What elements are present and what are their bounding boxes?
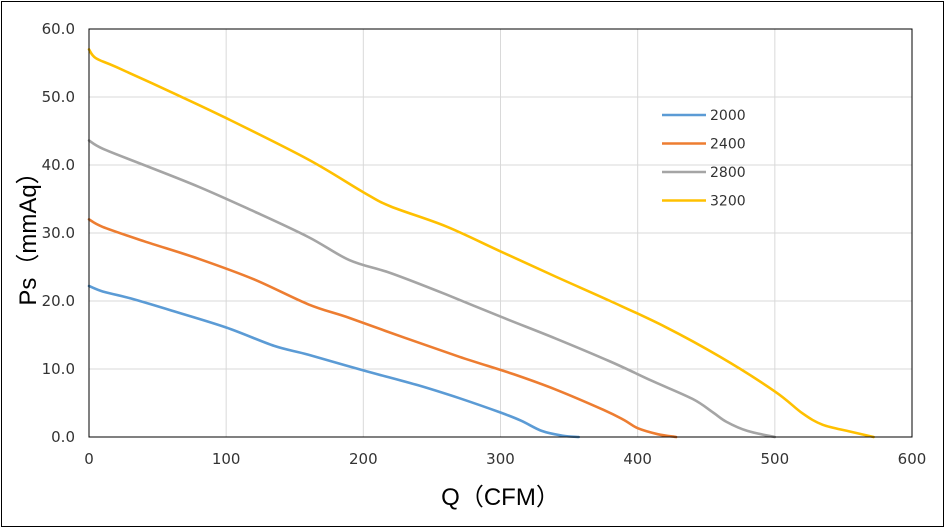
legend-label-2800: 2800 (710, 165, 746, 181)
x-tick-label: 600 (898, 450, 927, 468)
y-tick-label: 60.0 (42, 20, 75, 38)
x-tick-label: 300 (486, 450, 515, 468)
series-lines (87, 48, 875, 439)
y-axis-title: Ps（mmAq） (15, 160, 42, 305)
grid-lines (88, 28, 913, 438)
legend: 2000 2400 2800 3200 (662, 108, 746, 210)
x-tick-labels: 0 100 200 300 400 500 600 (84, 450, 926, 468)
y-tick-label: 50.0 (42, 88, 75, 106)
x-tick-label: 0 (84, 450, 94, 468)
x-tick-label: 200 (349, 450, 378, 468)
y-tick-label: 20.0 (42, 292, 75, 310)
series-line-3200 (87, 48, 875, 439)
y-tick-label: 10.0 (42, 360, 75, 378)
y-tick-labels: 0.0 10.0 20.0 30.0 40.0 50.0 60.0 (42, 20, 75, 446)
x-tick-label: 100 (212, 450, 241, 468)
plot-area-border (88, 28, 913, 438)
legend-label-2000: 2000 (710, 108, 746, 124)
series-line-2800 (87, 139, 777, 439)
series-line-2000 (87, 284, 580, 439)
y-tick-label: 30.0 (42, 224, 75, 242)
legend-label-3200: 3200 (710, 194, 746, 210)
x-axis-title: Q（CFM） (441, 484, 560, 511)
y-tick-label: 0.0 (51, 428, 75, 446)
x-tick-label: 500 (761, 450, 790, 468)
legend-label-2400: 2400 (710, 137, 746, 153)
series-line-2400 (87, 218, 678, 439)
x-tick-label: 400 (623, 450, 652, 468)
y-tick-label: 40.0 (42, 156, 75, 174)
